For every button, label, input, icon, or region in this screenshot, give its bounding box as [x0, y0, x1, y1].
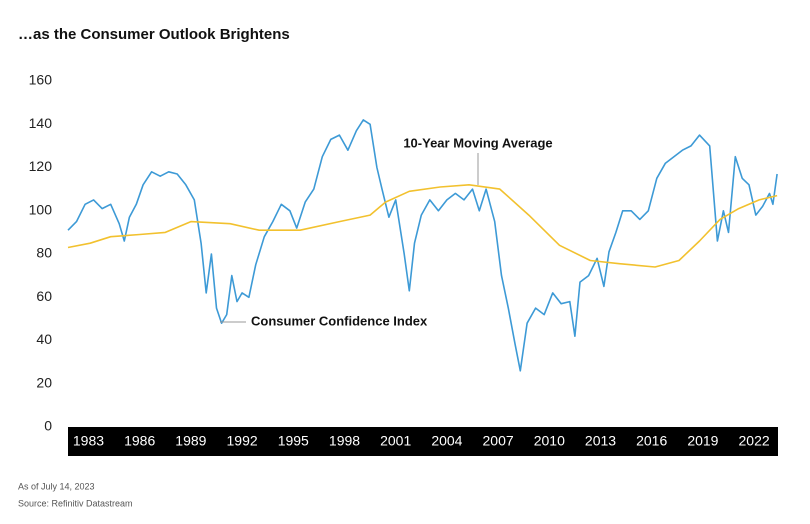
y-tick-label: 80 — [36, 245, 52, 261]
x-tick-label: 2007 — [483, 433, 514, 449]
x-axis-band — [68, 427, 778, 456]
y-tick-label: 120 — [29, 158, 53, 174]
x-tick-label: 2010 — [534, 433, 565, 449]
x-tick-label: 2004 — [431, 433, 462, 449]
source: Source: Refinitiv Datastream — [18, 498, 133, 508]
y-tick-label: 60 — [36, 288, 52, 304]
x-tick-label: 2022 — [739, 433, 770, 449]
x-tick-label: 1989 — [175, 433, 206, 449]
note: As of July 14, 2023 — [18, 481, 95, 491]
x-tick-label: 2013 — [585, 433, 616, 449]
x-tick-label: 1998 — [329, 433, 360, 449]
y-tick-label: 160 — [29, 72, 53, 88]
chart-title: …as the Consumer Outlook Brightens — [18, 26, 290, 43]
x-tick-label: 2016 — [636, 433, 667, 449]
series-line — [67, 119, 778, 372]
x-tick-label: 1986 — [124, 433, 155, 449]
series-line — [67, 184, 778, 268]
x-tick-label: 1983 — [73, 433, 104, 449]
y-tick-label: 100 — [29, 201, 53, 217]
series-label: 10-Year Moving Average — [403, 135, 552, 150]
x-tick-label: 2001 — [380, 433, 411, 449]
y-tick-label: 140 — [29, 115, 53, 131]
x-tick-label: 2019 — [687, 433, 718, 449]
y-tick-label: 0 — [44, 418, 52, 434]
x-tick-label: 1992 — [227, 433, 258, 449]
x-tick-label: 1995 — [278, 433, 309, 449]
series-label: Consumer Confidence Index — [251, 313, 428, 328]
y-tick-label: 40 — [36, 331, 52, 347]
y-tick-label: 20 — [36, 374, 52, 390]
